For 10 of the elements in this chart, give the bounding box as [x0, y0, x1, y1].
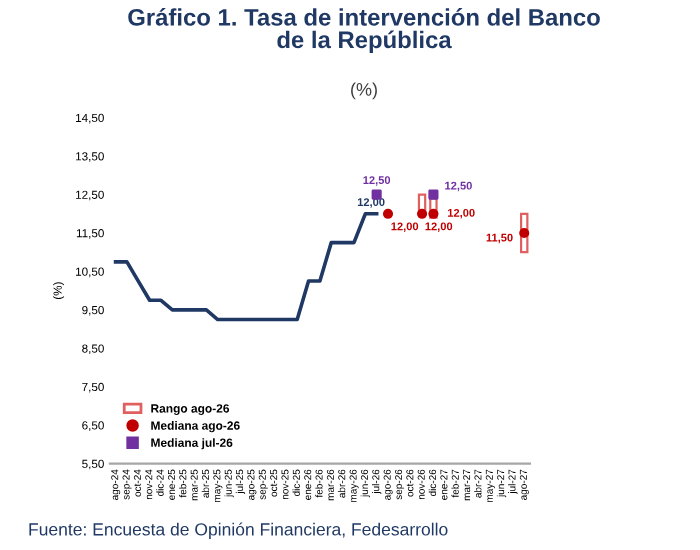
point [428, 208, 439, 219]
point [428, 189, 439, 200]
bar [519, 212, 529, 254]
point [519, 227, 530, 239]
chart-title: Gráfico 1. Tasa de intervención del Banco de la República [128, 8, 600, 53]
source-note: Fuente: Encuesta de Opinión Financiera, Fedesarrollo [29, 522, 448, 540]
line-series [113, 211, 379, 322]
point [417, 208, 428, 219]
point [382, 208, 394, 219]
chart-subtitle: (%) [351, 82, 377, 100]
